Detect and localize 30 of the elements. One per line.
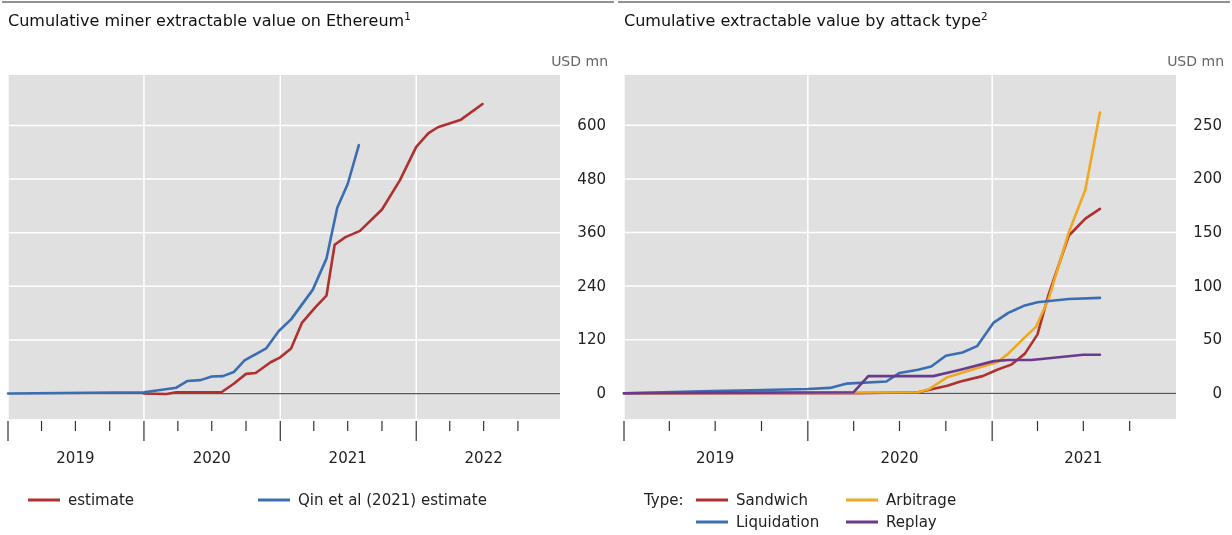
x-tick-label: 2021 [328, 449, 367, 467]
y-tick-label: 200 [1193, 169, 1222, 188]
legend-label: Qin et al (2021) estimate [298, 490, 487, 509]
y-tick-label: 150 [1193, 223, 1222, 242]
x-tick-label: 2022 [464, 449, 503, 467]
legend-label: estimate [68, 490, 135, 509]
x-tick-label: 2021 [1064, 449, 1103, 467]
x-tick-label: 2020 [880, 449, 919, 467]
y-tick-label: 0 [1212, 383, 1222, 402]
y-tick-label: 250 [1193, 115, 1222, 134]
x-tick-label: 2019 [56, 449, 95, 467]
y-axis-title: USD mn [1167, 53, 1224, 69]
y-tick-label: 120 [577, 330, 606, 349]
legend-label: Sandwich [736, 490, 808, 509]
legend-label: Replay [886, 512, 937, 531]
y-tick-label: 360 [577, 223, 606, 242]
legend-label: Liquidation [736, 512, 820, 531]
y-axis-title: USD mn [551, 53, 608, 69]
y-tick-label: 50 [1202, 330, 1222, 349]
legend-title: Type: [643, 490, 684, 509]
chart-title: Cumulative extractable value by attack type$^{2}$ [624, 10, 988, 30]
y-tick-label: 240 [577, 276, 606, 295]
y-tick-label: 100 [1193, 276, 1222, 295]
x-tick-label: 2020 [192, 449, 231, 467]
legend-label: Arbitrage [886, 490, 957, 509]
y-tick-label: 600 [577, 115, 606, 134]
chart-title: Cumulative miner extractable value on Ethereum$^{1}$ [8, 10, 411, 30]
y-tick-label: 480 [577, 169, 606, 188]
x-tick-label: 2019 [696, 449, 735, 467]
y-tick-label: 0 [596, 384, 606, 403]
